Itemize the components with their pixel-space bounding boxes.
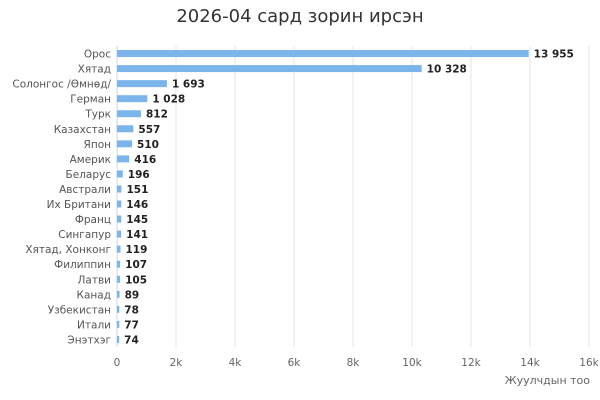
- data-label: 557: [138, 124, 160, 136]
- category-label: Турк: [84, 109, 111, 121]
- bar: [117, 80, 167, 88]
- x-tick-label: 0: [114, 357, 121, 369]
- data-label: 74: [124, 334, 139, 346]
- category-label: Беларус: [66, 169, 112, 181]
- bar: [117, 260, 121, 268]
- bar: [117, 125, 134, 133]
- category-label: Хятад: [78, 64, 111, 76]
- category-label: Узбекистан: [48, 304, 111, 316]
- bar: [117, 305, 120, 313]
- data-label: 77: [124, 319, 139, 331]
- data-label: 1 693: [172, 79, 205, 91]
- data-label: 141: [126, 229, 148, 241]
- bar: [117, 140, 133, 148]
- category-label: Энэтхэг: [67, 334, 111, 346]
- grid-lines: [116, 46, 590, 347]
- bar: [117, 245, 121, 253]
- data-label: 812: [146, 109, 168, 121]
- chart-title: 2026-04 сард зорин ирсэн: [176, 6, 424, 27]
- x-tick-label: 8k: [347, 357, 361, 369]
- bar: [117, 185, 122, 193]
- data-label: 10 328: [427, 64, 467, 76]
- x-tick-label: 12k: [461, 357, 481, 369]
- category-label: Япон: [84, 139, 111, 151]
- category-label: Франц: [75, 214, 111, 226]
- category-label: Канад: [77, 289, 111, 301]
- data-label: 1 028: [152, 94, 185, 106]
- category-label: Филиппин: [54, 259, 111, 271]
- x-tick-label: 2k: [170, 357, 184, 369]
- bars: [117, 50, 529, 343]
- data-label: 78: [124, 304, 139, 316]
- bar: [117, 230, 122, 238]
- labels: 0 2k 4k 6k 8k 10k 12k 14k 16k Орос 13 955 Хятад 10 3…: [12, 49, 599, 369]
- category-label: Латви: [78, 274, 111, 286]
- bar: [117, 110, 141, 118]
- bar: [117, 320, 120, 328]
- bar: [117, 50, 529, 58]
- x-tick-label: 6k: [288, 357, 302, 369]
- bar: [117, 95, 148, 103]
- category-label: Казахстан: [54, 124, 111, 136]
- bar: [117, 290, 120, 298]
- x-tick-label: 10k: [402, 357, 422, 369]
- bar: [117, 335, 120, 343]
- data-label: 416: [134, 154, 156, 166]
- x-tick-label: 16k: [579, 357, 599, 369]
- data-label: 119: [126, 244, 148, 256]
- data-label: 510: [137, 139, 159, 151]
- data-label: 196: [128, 169, 150, 181]
- x-tick-label: 4k: [229, 357, 243, 369]
- category-label: Америк: [70, 154, 111, 166]
- data-label: 151: [126, 184, 148, 196]
- data-label: 107: [125, 259, 147, 271]
- category-label: Герман: [70, 94, 111, 106]
- category-label: Хятад, Хонконг: [25, 244, 111, 256]
- bar: [117, 155, 130, 163]
- data-label: 13 955: [534, 49, 574, 61]
- x-tick-label: 14k: [520, 357, 540, 369]
- x-axis-title: Жуулчдын тоо: [505, 374, 591, 387]
- data-label: 146: [126, 199, 148, 211]
- category-label: Сингапур: [58, 229, 111, 241]
- bar: [117, 200, 122, 208]
- bar: [117, 215, 122, 223]
- category-label: Солонгос /Өмнөд/: [12, 79, 111, 91]
- bar: [117, 275, 121, 283]
- data-label: 105: [125, 274, 147, 286]
- category-label: Их Британи: [47, 199, 111, 211]
- data-label: 89: [125, 289, 140, 301]
- category-label: Орос: [84, 49, 111, 61]
- bar: [117, 65, 422, 73]
- category-label: Австрали: [59, 184, 111, 196]
- category-label: Итали: [77, 319, 111, 331]
- data-label: 145: [126, 214, 148, 226]
- bar: [117, 170, 123, 178]
